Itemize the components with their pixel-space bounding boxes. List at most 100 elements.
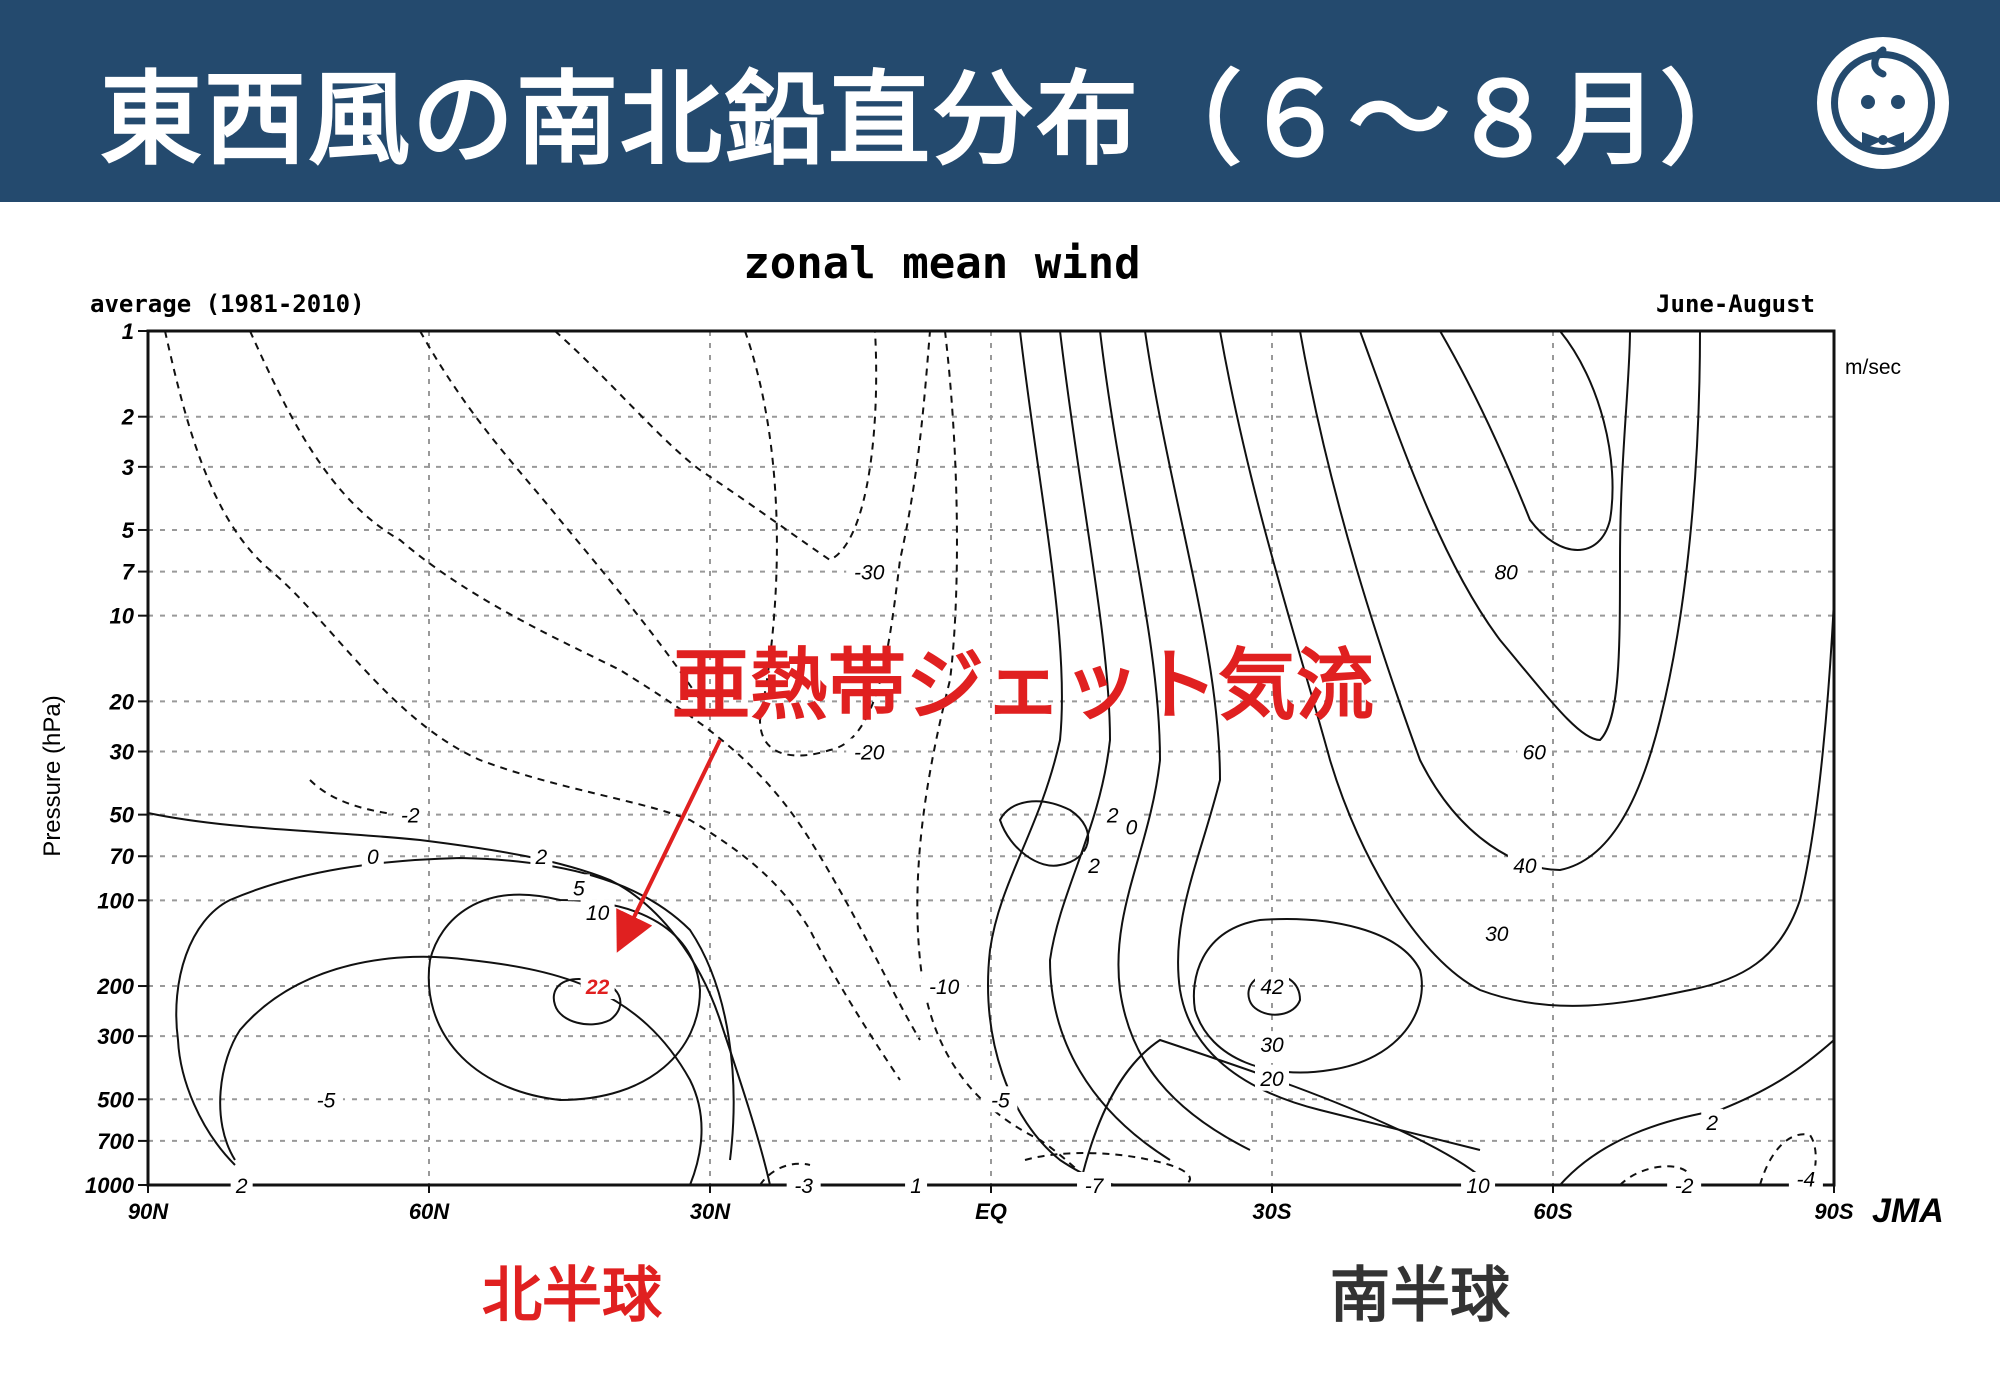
y-tick-labels: 1 2 3 5 7 10 20 30 50 70 100 200 300 500 700 1000	[85, 319, 148, 1198]
grid-lines	[148, 331, 1834, 1185]
contour-label-bg	[1517, 738, 1552, 765]
page-title: 東西風の南北鉛直分布（６～８月）	[100, 61, 1764, 180]
contour-label: 2	[535, 846, 548, 869]
y-tick-label: 50	[110, 803, 135, 828]
y-tick-label: 7	[122, 560, 136, 585]
contour-line-negative	[744, 330, 931, 757]
x-tick-label: 90S	[1814, 1199, 1853, 1224]
contour-label-bg	[1077, 1172, 1112, 1198]
x-tick-label: EQ	[975, 1199, 1007, 1224]
contour-line-positive	[219, 955, 703, 1186]
x-tick-label: 60S	[1533, 1199, 1572, 1224]
plot-frame	[146, 329, 1836, 1187]
hemisphere-label-north: 北半球	[482, 1261, 663, 1331]
contour-label-bg	[361, 843, 384, 870]
contour-line-jet-max	[1247, 973, 1302, 1016]
x-tick-label: 60N	[409, 1199, 450, 1224]
x-tick-label: 30N	[690, 1199, 731, 1224]
y-tick-label: 700	[97, 1129, 134, 1154]
contour-label: 30	[1260, 1034, 1284, 1057]
contour-label: -5	[991, 1089, 1010, 1112]
contour-label-bg	[786, 1172, 821, 1198]
contour-label-bg	[983, 1086, 1018, 1113]
contour-label: -10	[929, 976, 960, 999]
contour-label-bg	[921, 973, 968, 1000]
y-tick-label: 10	[110, 604, 135, 629]
contour-label: 2	[1087, 855, 1100, 878]
chart-title: zonal mean wind	[743, 238, 1140, 289]
contour-line-positive	[1144, 330, 1481, 1151]
contour-label-bg	[580, 899, 615, 926]
contour-line-negative	[309, 779, 401, 816]
contour-line-positive	[1439, 330, 1614, 551]
y-tick-label: 3	[122, 455, 134, 480]
y-tick-label: 1	[122, 319, 134, 344]
contour-label-bg	[1083, 851, 1106, 878]
hemisphere-label-south: 南半球	[1330, 1261, 1511, 1331]
arrow-icon	[616, 739, 722, 953]
contour-label: -5	[317, 1089, 336, 1112]
contour-line-positive	[1299, 330, 1701, 872]
contour-labels: -30-20-10-5-3 1 -7-20 251022-52202806040304…	[230, 558, 1823, 1198]
contour-label: 2	[235, 1175, 248, 1198]
y-tick-label: 70	[110, 844, 135, 869]
contour-label: 80	[1494, 562, 1518, 585]
annotation-label: 亜熱帯ジェット気流	[672, 641, 1374, 731]
contour-line-negative	[249, 330, 921, 1041]
contour-label: -3	[794, 1175, 813, 1198]
y-tick-label: 2	[121, 405, 135, 430]
contour-label: -2	[1675, 1175, 1694, 1198]
contour-label: 1	[910, 1175, 922, 1198]
contour-label-bg	[1667, 1172, 1702, 1198]
x-tick-label: 30S	[1252, 1199, 1291, 1224]
contour-line-positive	[1359, 330, 1631, 742]
zonal-wind-chart: zonal mean wind average (1981-2010) June…	[39, 238, 1944, 1331]
contour-label: 10	[1466, 1175, 1490, 1198]
x-tick-label: 90N	[128, 1199, 169, 1224]
contour-line-jet-max	[552, 978, 622, 1026]
x-tick-labels: 90N 60N 30N EQ 30S 60S 90S	[128, 1185, 1854, 1224]
y-tick-label: 100	[97, 888, 134, 913]
y-axis-label: Pressure (hPa)	[39, 695, 66, 856]
contour-label-bg	[230, 1172, 253, 1198]
y-tick-label: 30	[110, 739, 135, 764]
contour-label-bg	[1120, 813, 1143, 840]
contour-label: 5	[573, 877, 585, 900]
contour-label: 40	[1513, 855, 1537, 878]
y-tick-label: 20	[109, 689, 135, 714]
contour-label: 0	[367, 846, 379, 869]
y-tick-label: 200	[96, 974, 134, 999]
y-tick-label: 500	[97, 1087, 134, 1112]
contour-line-positive	[1048, 330, 1171, 1161]
contour-line-positive	[1079, 1038, 1491, 1186]
contour-label-bg	[1479, 919, 1514, 946]
contour-line-negative	[554, 330, 878, 562]
contour-label: -30	[854, 562, 885, 585]
title-banner: 東西風の南北鉛直分布（６～８月）	[0, 0, 2000, 202]
contour-label-bg	[905, 1172, 928, 1198]
contour-line-positive	[1559, 1039, 1835, 1186]
chart-subtitle-left: average (1981-2010)	[90, 290, 365, 318]
contour-label-bg	[1461, 1172, 1496, 1198]
contour-line-negative	[759, 1162, 811, 1186]
contour-line-positive	[175, 856, 735, 1166]
contour-line-negative	[1759, 1133, 1817, 1186]
contour-label-jet: 22	[585, 976, 610, 999]
contour-label-bg	[580, 973, 615, 1000]
contour-label-bg	[393, 801, 428, 828]
contour-line-positive	[1192, 918, 1423, 1074]
unit-label: m/sec	[1845, 356, 1901, 379]
contour-label: 10	[586, 902, 610, 925]
contour-label-bg	[846, 558, 893, 585]
contour-label-bg	[530, 843, 553, 870]
y-tick-label: 5	[122, 518, 135, 543]
contour-label-bg	[1255, 1064, 1289, 1091]
contour-label: -2	[401, 805, 420, 828]
contour-label-bg	[567, 874, 590, 901]
contour-line-zero	[147, 812, 771, 1186]
contour-label: -20	[854, 741, 885, 764]
contour-label: -7	[1085, 1175, 1105, 1198]
contour-label-bg	[1701, 1108, 1724, 1135]
chart-subtitle-right: June-August	[1656, 290, 1815, 318]
contour-label: 0	[1126, 816, 1138, 839]
